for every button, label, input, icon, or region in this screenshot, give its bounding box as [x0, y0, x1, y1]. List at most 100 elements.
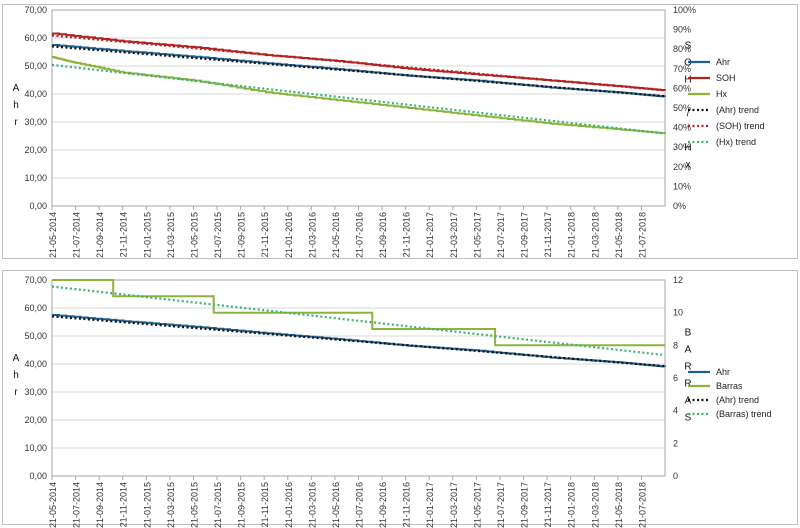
x-tick-label: 21-03-2018 — [590, 482, 600, 528]
y-left-title-char: r — [14, 387, 18, 398]
y-right-title-char: / — [687, 109, 690, 120]
x-tick-label: 21-07-2016 — [355, 212, 365, 258]
y-right-tick: 50% — [673, 103, 691, 113]
y-right-title-char: R — [684, 362, 691, 373]
y-right-tick: 90% — [673, 25, 691, 35]
x-tick-label: 21-05-2015 — [189, 482, 199, 528]
series-ahr-trend-line — [51, 315, 666, 368]
x-tick-label: 21-01-2015 — [142, 482, 152, 528]
y-left-title-char: h — [13, 370, 19, 381]
y-right-tick: 4 — [673, 406, 678, 416]
x-tick-label: 21-05-2018 — [614, 212, 624, 258]
y-left-tick: 70,00 — [24, 275, 47, 285]
x-tick-label: 21-09-2015 — [237, 482, 247, 528]
x-tick-label: 21-01-2016 — [284, 212, 294, 258]
y-left-title: Ahr — [13, 83, 20, 128]
x-tick-label: 21-09-2016 — [378, 212, 388, 258]
series-ahr-trend-line — [51, 45, 666, 98]
x-tick-label: 21-07-2014 — [72, 482, 82, 528]
x-tick-label: 21-01-2016 — [284, 482, 294, 528]
y-left-tick: 50,00 — [24, 331, 47, 341]
y-left-title-char: A — [13, 353, 20, 364]
series-hx-line — [52, 56, 666, 135]
y-left-tick: 60,00 — [24, 303, 47, 313]
y-left-tick: 0,00 — [29, 201, 47, 211]
y-right-title-char: A — [685, 345, 692, 356]
y-left-tick: 20,00 — [24, 145, 47, 155]
x-tick-label: 21-05-2016 — [331, 212, 341, 258]
x-tick-label: 21-11-2014 — [119, 212, 129, 257]
x-tick-label: 21-11-2017 — [543, 212, 553, 257]
legend-label: Ahr — [716, 367, 730, 377]
y-right-tick: 2 — [673, 438, 678, 448]
legend-label: (Ahr) trend — [716, 105, 759, 115]
y-right-tick: 80% — [673, 44, 691, 54]
series-barras-trend-line — [51, 285, 666, 357]
y-right-title-char: B — [685, 328, 692, 339]
x-tick-label: 21-07-2015 — [213, 482, 223, 528]
x-tick-label: 21-03-2016 — [307, 212, 317, 258]
x-tick-label: 21-07-2016 — [355, 482, 365, 528]
y-left-tick: 10,00 — [24, 443, 47, 453]
legend-label: Barras — [716, 381, 743, 391]
y-right-title-char: x — [686, 160, 691, 171]
x-tick-label: 21-07-2018 — [637, 482, 647, 528]
x-tick-label: 21-11-2016 — [402, 212, 412, 257]
x-tick-label: 21-05-2014 — [48, 482, 58, 528]
y-left-tick: 30,00 — [24, 387, 47, 397]
x-tick-label: 21-05-2015 — [189, 212, 199, 258]
series-hx-trend-line — [51, 63, 666, 135]
x-tick-label: 21-05-2016 — [331, 482, 341, 528]
y-left-title-char: r — [14, 117, 18, 128]
y-right-title-char: S — [685, 413, 692, 424]
x-tick-label: 21-01-2018 — [567, 212, 577, 258]
legend-label: (Ahr) trend — [716, 395, 759, 405]
x-tick-label: 21-07-2017 — [496, 482, 506, 528]
y-left-tick: 40,00 — [24, 89, 47, 99]
y-left-title: Ahr — [13, 353, 20, 398]
legend-label: Ahr — [716, 57, 730, 67]
x-tick-label: 21-09-2015 — [237, 212, 247, 258]
y-left-tick: 40,00 — [24, 359, 47, 369]
x-tick-label: 21-01-2017 — [425, 212, 435, 258]
x-tick-label: 21-09-2017 — [520, 482, 530, 528]
x-tick-label: 21-07-2015 — [213, 212, 223, 258]
x-tick-label: 21-03-2017 — [449, 482, 459, 528]
legend-label: (SOH) trend — [716, 121, 765, 131]
x-tick-label: 21-07-2014 — [72, 212, 82, 258]
y-right-tick: 20% — [673, 162, 691, 172]
x-tick-label: 21-11-2017 — [543, 482, 553, 527]
x-tick-label: 21-03-2017 — [449, 212, 459, 258]
y-left-tick: 30,00 — [24, 117, 47, 127]
x-tick-label: 21-03-2015 — [166, 482, 176, 528]
y-right-tick: 10% — [673, 181, 691, 191]
y-right-tick: 40% — [673, 123, 691, 133]
y-right-tick: 100% — [673, 5, 696, 15]
y-right-title-char: R — [684, 379, 691, 390]
y-right-tick: 60% — [673, 83, 691, 93]
y-right-tick: 10 — [673, 308, 683, 318]
y-right-tick: 30% — [673, 142, 691, 152]
y-left-tick: 70,00 — [24, 5, 47, 15]
y-left-title-char: h — [13, 100, 19, 111]
x-tick-label: 21-05-2018 — [614, 482, 624, 528]
legend-label: (Hx) trend — [716, 137, 756, 147]
y-right-tick: 70% — [673, 64, 691, 74]
x-tick-label: 21-11-2016 — [402, 482, 412, 527]
x-tick-label: 21-07-2017 — [496, 212, 506, 258]
legend-label: SOH — [716, 73, 736, 83]
y-right-title-char: H — [684, 75, 691, 86]
y-right-title-char: H — [684, 143, 691, 154]
x-tick-label: 21-03-2015 — [166, 212, 176, 258]
x-tick-label: 21-05-2017 — [472, 212, 482, 258]
y-right-tick: 0 — [673, 471, 678, 481]
y-left-tick: 10,00 — [24, 173, 47, 183]
y-right-tick: 8 — [673, 340, 678, 350]
x-tick-label: 21-11-2014 — [119, 482, 129, 527]
x-tick-label: 21-05-2014 — [48, 212, 58, 258]
chart-2: 0,00 10,00 20,00 30,00 40,00 50,00 60,00 70,00 0… — [13, 275, 772, 528]
y-right-tick: 12 — [673, 275, 683, 285]
x-tick-label: 21-09-2016 — [378, 482, 388, 528]
